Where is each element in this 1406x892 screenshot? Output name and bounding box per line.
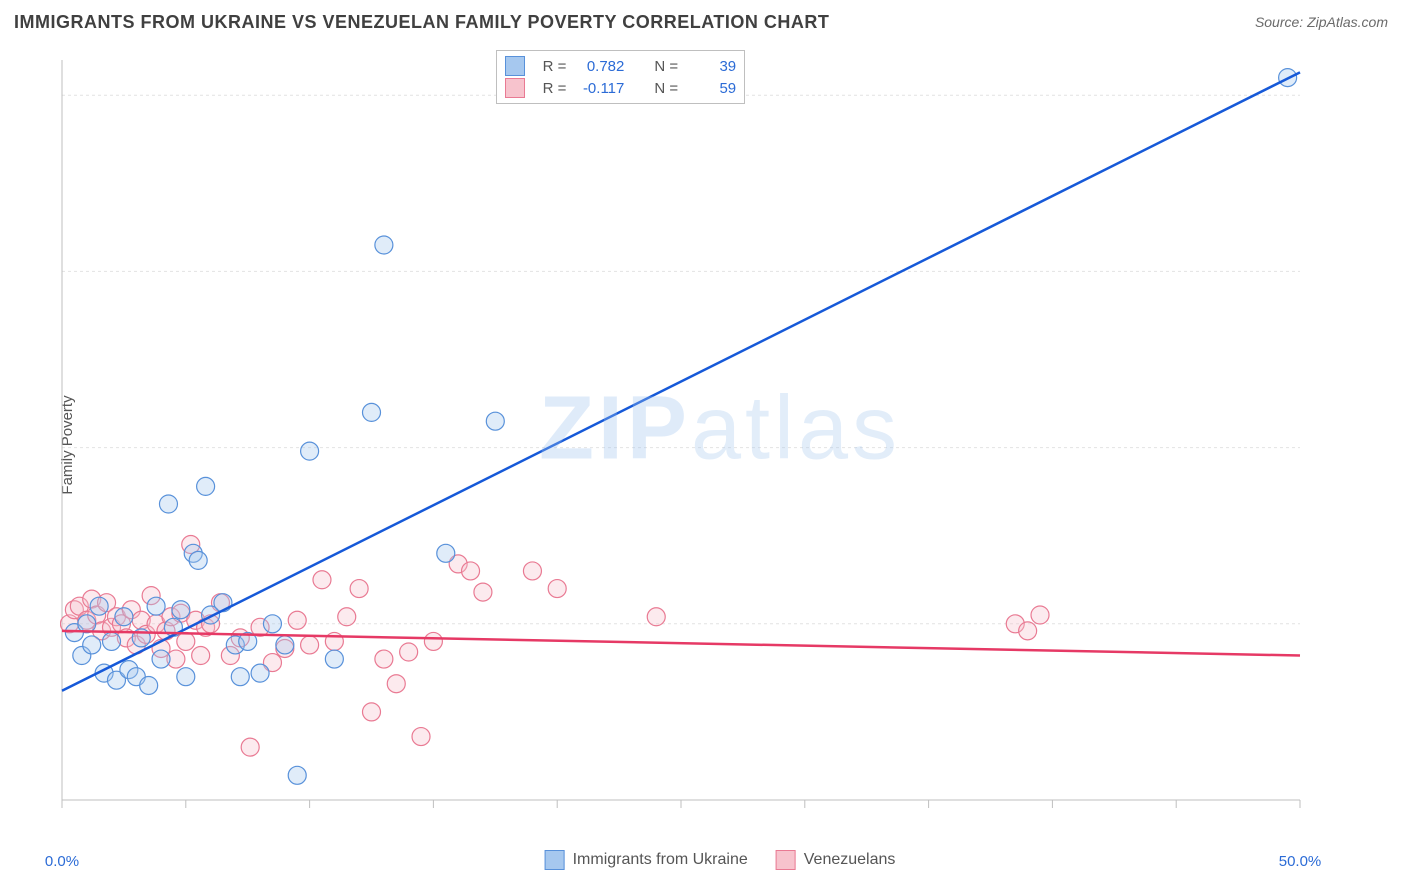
chart-title: IMMIGRANTS FROM UKRAINE VS VENEZUELAN FA…	[14, 12, 829, 33]
data-point	[548, 580, 566, 598]
data-point	[412, 728, 430, 746]
data-point	[159, 495, 177, 513]
data-point	[1031, 606, 1049, 624]
correlation-box: R = 0.782 N = 39 R = -0.117 N = 59	[496, 50, 746, 104]
x-tick-label: 50.0%	[1279, 853, 1322, 870]
data-point	[276, 636, 294, 654]
data-point	[523, 562, 541, 580]
data-point	[288, 766, 306, 784]
data-point	[338, 608, 356, 626]
data-point	[400, 643, 418, 661]
data-point	[147, 597, 165, 615]
corr-n-value: 59	[688, 80, 736, 97]
data-point	[83, 636, 101, 654]
data-point	[325, 650, 343, 668]
data-point	[103, 632, 121, 650]
data-point	[263, 615, 281, 633]
data-point	[474, 583, 492, 601]
data-point	[177, 632, 195, 650]
data-point	[152, 650, 170, 668]
data-point	[486, 412, 504, 430]
correlation-row: R = 0.782 N = 39	[505, 55, 737, 77]
corr-n-value: 39	[688, 58, 736, 75]
chart-area: Family Poverty 10.0%20.0%30.0%40.0% 0.0%…	[60, 50, 1380, 840]
data-point	[90, 597, 108, 615]
data-point	[115, 608, 133, 626]
legend-swatch	[776, 850, 796, 870]
legend-item: Immigrants from Ukraine	[545, 850, 748, 870]
legend-swatch	[545, 850, 565, 870]
data-point	[363, 403, 381, 421]
data-point	[197, 477, 215, 495]
data-point	[231, 668, 249, 686]
corr-r-label: R =	[543, 58, 567, 75]
data-point	[375, 236, 393, 254]
legend-label: Venezuelans	[804, 851, 896, 868]
data-point	[214, 594, 232, 612]
corr-r-value: 0.782	[576, 58, 624, 75]
scatter-plot	[60, 50, 1380, 840]
corr-swatch	[505, 78, 525, 98]
data-point	[647, 608, 665, 626]
data-point	[251, 664, 269, 682]
data-point	[387, 675, 405, 693]
data-point	[140, 676, 158, 694]
corr-r-value: -0.117	[576, 80, 624, 97]
data-point	[189, 551, 207, 569]
data-point	[350, 580, 368, 598]
data-point	[241, 738, 259, 756]
data-point	[177, 668, 195, 686]
data-point	[301, 636, 319, 654]
data-point	[1019, 622, 1037, 640]
data-point	[301, 442, 319, 460]
data-point	[363, 703, 381, 721]
legend-item: Venezuelans	[776, 850, 896, 870]
data-point	[437, 544, 455, 562]
data-point	[313, 571, 331, 589]
data-point	[375, 650, 393, 668]
corr-r-label: R =	[543, 80, 567, 97]
source-credit: Source: ZipAtlas.com	[1255, 14, 1388, 30]
data-point	[288, 611, 306, 629]
x-tick-label: 0.0%	[45, 853, 79, 870]
corr-n-label: N =	[654, 80, 678, 97]
legend-label: Immigrants from Ukraine	[573, 851, 748, 868]
data-point	[462, 562, 480, 580]
data-point	[192, 647, 210, 665]
bottom-legend: Immigrants from Ukraine Venezuelans	[545, 850, 896, 870]
data-point	[424, 632, 442, 650]
corr-swatch	[505, 56, 525, 76]
trend-line	[62, 72, 1300, 690]
corr-n-label: N =	[654, 58, 678, 75]
data-point	[172, 601, 190, 619]
correlation-row: R = -0.117 N = 59	[505, 77, 737, 99]
